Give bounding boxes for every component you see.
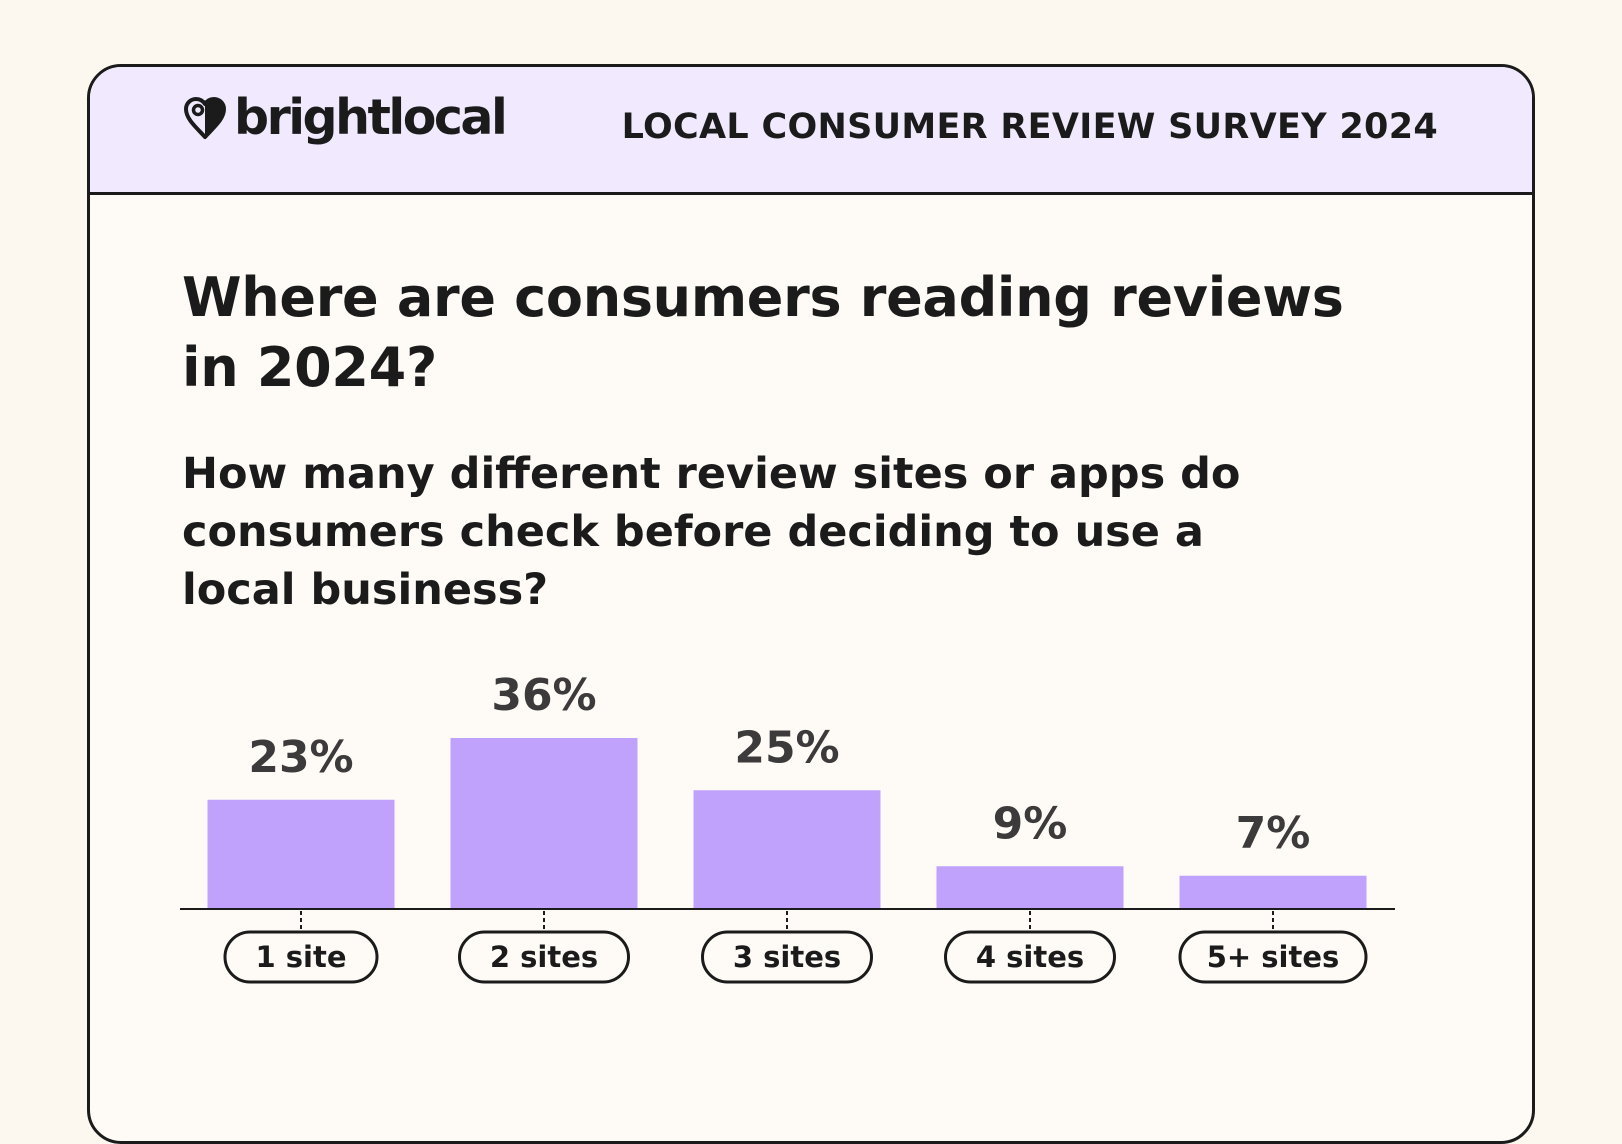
bar-value-label: 23% [248,732,353,783]
category-pill [944,930,1116,984]
category-label: 4 sites [976,940,1084,974]
bar [1179,875,1367,909]
bar [693,790,881,909]
category-label: 1 site [255,940,346,974]
category-label: 5+ sites [1207,940,1340,974]
page-title: Where are consumers reading reviews in 2… [182,266,1344,399]
bar-value-label: 36% [491,670,596,721]
bar [936,866,1124,909]
category-pill [701,930,873,984]
bar [450,738,638,909]
bar-value-label: 9% [993,798,1068,849]
category-pill [1178,930,1368,984]
bar-chart: 23% 1 site 36% 2 sites 25% 3 sites 9% 4 sites 7%… [180,670,1395,984]
brand-name: brightlocal [234,89,508,146]
category-label: 2 sites [490,940,598,974]
survey-title: LOCAL CONSUMER REVIEW SURVEY 2024 [621,107,1438,147]
bar-value-label: 7% [1236,808,1311,859]
category-pill [458,930,630,984]
bar [207,799,395,909]
category-pill [223,930,379,984]
chart-question: How many different review sites or apps … [182,449,1241,615]
bar-value-label: 25% [734,722,839,773]
heart-pin-icon [184,96,226,139]
category-label: 3 sites [733,940,841,974]
card-header: brightlocal LOCAL CONSUMER REVIEW SURVEY… [90,67,1532,195]
brightlocal-logo: brightlocal [182,89,508,146]
survey-card: brightlocal LOCAL CONSUMER REVIEW SURVEY… [87,64,1535,1144]
